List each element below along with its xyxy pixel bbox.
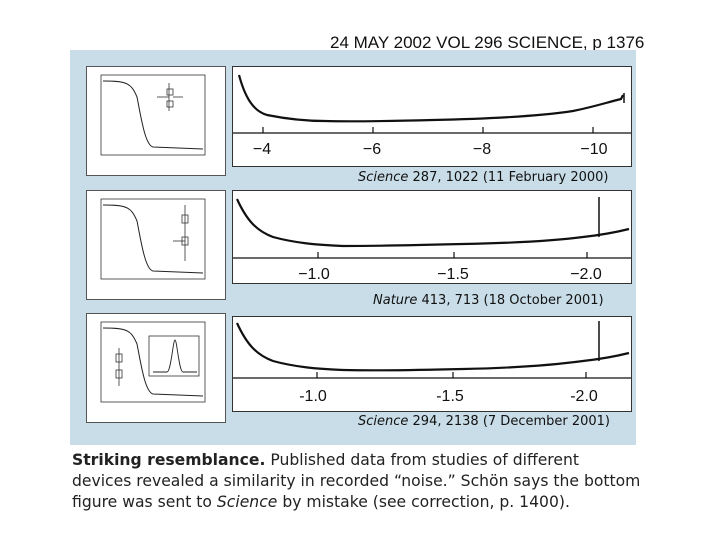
x-tick-label: −10	[580, 141, 608, 158]
x-tick-label: -1.5	[436, 388, 464, 405]
transfer-curve-plot-1	[100, 74, 206, 156]
x-tick-label: −6	[362, 141, 382, 158]
device-plot-thumbnail-3	[86, 313, 226, 423]
transfer-curve-plot-2	[100, 198, 206, 280]
noise-plot-2	[232, 190, 632, 284]
panel-citation-2: Nature 413, 713 (18 October 2001)	[373, 293, 604, 308]
citation-details: 287, 1022 (11 February 2000)	[408, 170, 609, 185]
x-tick-label: −1.0	[298, 266, 330, 283]
journal-name: Science	[358, 414, 409, 429]
citation-details: 413, 713 (18 October 2001)	[417, 293, 604, 308]
transfer-curve-plot-3	[100, 321, 206, 403]
x-tick-label: −8	[472, 141, 492, 158]
panel-citation-3: Science 294, 2138 (7 December 2001)	[358, 414, 610, 429]
header-citation: 24 MAY 2002 VOL 296 SCIENCE, p 1376	[330, 33, 645, 52]
caption-title: Striking resemblance.	[72, 451, 266, 469]
caption-text-end: by mistake (see correction, p. 1400).	[277, 493, 570, 511]
device-plot-thumbnail-2	[86, 190, 226, 300]
x-tick-label: −1.5	[437, 266, 469, 283]
x-tick-label: -2.0	[570, 388, 598, 405]
noise-plot-3	[232, 316, 632, 412]
caption-journal: Science	[216, 493, 278, 511]
x-tick-label: -1.0	[299, 388, 327, 405]
x-tick-label: −2.0	[570, 266, 602, 283]
journal-name: Science	[358, 170, 409, 185]
journal-name: Nature	[373, 293, 418, 308]
panel-citation-1: Science 287, 1022 (11 February 2000)	[358, 170, 608, 185]
figure-caption: Striking resemblance. Published data fro…	[72, 450, 642, 513]
x-tick-label: −4	[252, 141, 272, 158]
citation-details: 294, 2138 (7 December 2001)	[408, 414, 611, 429]
device-plot-thumbnail-1	[86, 66, 226, 176]
caption-text: Published data from studies of different…	[72, 451, 641, 511]
noise-plot-1	[232, 66, 632, 167]
